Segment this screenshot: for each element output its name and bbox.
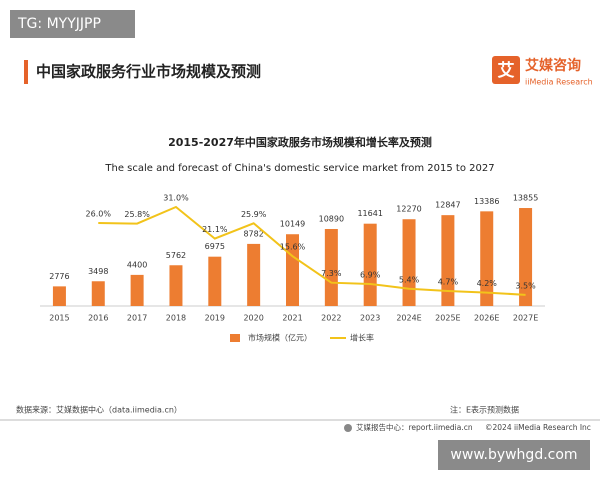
- line: [98, 205, 526, 296]
- x-tick-label: 2021: [282, 314, 302, 323]
- x-tick-label: 2015: [49, 314, 69, 323]
- source: 数据来源：艾媒数据中心（data.iimedia.cn）: [16, 405, 182, 415]
- x-tick-label: 2022: [321, 314, 341, 323]
- legend-label: 增长率: [350, 333, 374, 343]
- line-value-label: 4.7%: [438, 277, 459, 286]
- bar-value-label: 3498: [88, 267, 108, 276]
- chart-subtitle: The scale and forecast of China's domest…: [104, 163, 494, 174]
- bar-value-label: 12270: [396, 205, 421, 214]
- bar-value-label: 2776: [49, 272, 69, 281]
- bar-value-label: 10149: [280, 220, 305, 229]
- bar: [441, 215, 455, 306]
- chart-title: 2015-2027年中国家政服务市场规模和增长率及预测: [168, 135, 432, 149]
- footer-icon: [344, 424, 352, 432]
- line-value-label: 6.9%: [360, 270, 381, 279]
- bar: [402, 219, 416, 306]
- bar: [169, 265, 183, 306]
- bar-value-label: 11641: [357, 209, 382, 218]
- legend-label: 市场规模（亿元）: [248, 333, 312, 343]
- watermark-box: [438, 440, 590, 470]
- legend-swatch: [230, 334, 240, 342]
- bar-value-label: 13386: [474, 197, 499, 206]
- bar: [363, 223, 377, 306]
- watermark: TG: MYYJJPP: [17, 16, 101, 32]
- x-tick-label: 2026E: [474, 314, 499, 323]
- logo-sub: iiMedia Research: [525, 78, 593, 87]
- line-value-label: 4.2%: [477, 279, 498, 288]
- bar: [324, 228, 338, 306]
- bar: [52, 286, 66, 306]
- bar: [91, 281, 105, 306]
- bar: [519, 208, 533, 306]
- bar-value-label: 12847: [435, 201, 460, 210]
- x-tick-label: 2019: [205, 314, 225, 323]
- title-accent: [24, 60, 28, 84]
- line-value-label: 3.5%: [515, 281, 536, 290]
- logo-icon: 艾: [498, 60, 515, 81]
- bar-value-label: 4400: [127, 260, 147, 269]
- x-tick-label: 2018: [166, 314, 186, 323]
- line-value-label: 25.8%: [124, 210, 150, 219]
- page-title: 中国家政服务行业市场规模及预测: [36, 63, 261, 81]
- bar-value-label: 10890: [319, 214, 344, 223]
- bar-value-label: 5762: [166, 251, 186, 260]
- footer-copyright: ©2024 iiMedia Research Inc: [485, 423, 591, 432]
- x-tick-label: 2016: [88, 314, 108, 323]
- line-value-label: 5.4%: [399, 275, 420, 284]
- note: 注：E表示预测数据: [450, 405, 519, 415]
- line-value-label: 25.9%: [241, 210, 267, 219]
- line-value-label: 21.1%: [202, 225, 228, 234]
- bar-value-label: 6975: [205, 242, 225, 251]
- bar-value-label: 8782: [243, 229, 263, 238]
- x-tick-label: 2024E: [396, 314, 421, 323]
- bar-value-label: 13855: [513, 194, 538, 203]
- x-tick-label: 2020: [243, 314, 263, 323]
- line-value-label: 7.3%: [321, 269, 342, 278]
- x-tick-label: 2023: [360, 314, 380, 323]
- watermark: www.bywhgd.com: [450, 447, 577, 463]
- line-value-label: 31.0%: [163, 194, 189, 203]
- logo-name: 艾媒咨询: [525, 57, 581, 74]
- bar: [208, 256, 222, 306]
- x-tick-label: 2027E: [513, 314, 538, 323]
- bar: [480, 211, 494, 306]
- bar: [130, 274, 144, 306]
- bar: [247, 243, 261, 306]
- logo-icon-box: [492, 56, 520, 84]
- line-value-label: 26.0%: [86, 209, 112, 218]
- watermark-box: [10, 10, 135, 38]
- footer-center: 艾媒报告中心：report.iimedia.cn: [356, 422, 473, 432]
- x-tick-label: 2025E: [435, 314, 460, 323]
- line-value-label: 15.6%: [280, 243, 306, 252]
- x-tick-label: 2017: [127, 314, 147, 323]
